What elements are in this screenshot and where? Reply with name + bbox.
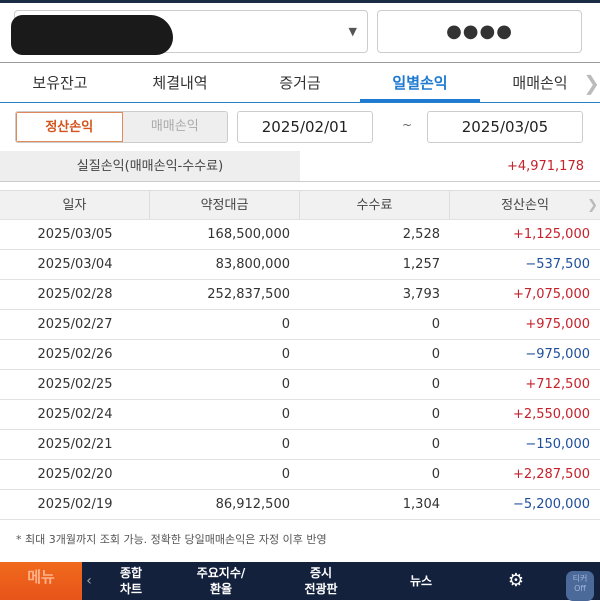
- dropdown-caret-icon: ▼: [348, 25, 357, 38]
- table-row[interactable]: 2025/03/04 83,800,000 1,257 −537,500: [0, 250, 600, 280]
- divider: [0, 62, 600, 63]
- table-row[interactable]: 2025/02/19 86,912,500 1,304 −5,200,000: [0, 490, 600, 520]
- menu-button[interactable]: 메뉴: [0, 562, 82, 600]
- cell-date: 2025/02/25: [37, 377, 113, 392]
- cell-contract-amount: 0: [281, 347, 290, 362]
- cell-contract-amount: 0: [281, 377, 290, 392]
- cell-fee: 0: [431, 347, 440, 362]
- tab-holdings[interactable]: 보유잔고: [32, 74, 88, 92]
- header-contract-amount: 약정대금: [150, 191, 300, 219]
- redacted-account: [11, 15, 173, 55]
- table-row[interactable]: 2025/02/27 0 0 +975,000: [0, 310, 600, 340]
- cell-fee: 2,528: [402, 227, 440, 242]
- footnote: * 최대 3개월까지 조회 가능. 정확한 당일매매손익은 자정 이후 반영: [16, 533, 327, 546]
- date-separator: ~: [402, 118, 413, 132]
- chevron-left-icon[interactable]: ‹: [86, 573, 92, 589]
- header-date: 일자: [0, 191, 150, 219]
- status-bar: [0, 0, 600, 3]
- cell-settlement-pnl: −975,000: [525, 347, 590, 362]
- tab-daily-pnl[interactable]: 일별손익: [360, 63, 480, 102]
- cell-settlement-pnl: +2,287,500: [512, 467, 590, 482]
- date-to-field[interactable]: 2025/03/05: [427, 111, 583, 143]
- tab-bar: 보유잔고 체결내역 증거금 일별손익 매매손익 ❯: [0, 63, 600, 103]
- nav-chart-l2: 차트: [119, 582, 143, 596]
- table-row[interactable]: 2025/02/26 0 0 −975,000: [0, 340, 600, 370]
- ticker-toggle[interactable]: 티커 Off: [566, 571, 594, 601]
- cell-date: 2025/02/19: [37, 497, 113, 512]
- cell-settlement-pnl: −5,200,000: [512, 497, 590, 512]
- header-fee: 수수료: [300, 191, 450, 219]
- cell-date: 2025/02/26: [37, 347, 113, 362]
- nav-indices[interactable]: 주요지수/환율: [166, 565, 276, 597]
- cell-contract-amount: 0: [281, 467, 290, 482]
- chevron-right-icon[interactable]: ❯: [583, 71, 600, 95]
- nav-board-l1: 증시: [309, 566, 333, 580]
- header-settlement-pnl: 정산손익 ❯: [450, 191, 600, 219]
- cell-fee: 0: [431, 467, 440, 482]
- header-settlement-pnl-label: 정산손익: [501, 198, 549, 213]
- nav-indices-l2: 환율: [209, 582, 233, 596]
- date-from-field[interactable]: 2025/02/01: [237, 111, 373, 143]
- cell-settlement-pnl: −150,000: [525, 437, 590, 452]
- cell-fee: 1,304: [402, 497, 440, 512]
- cell-contract-amount: 0: [281, 407, 290, 422]
- cell-contract-amount: 0: [281, 317, 290, 332]
- cell-date: 2025/02/27: [37, 317, 113, 332]
- nav-indices-l1: 주요지수/: [196, 566, 246, 580]
- cell-settlement-pnl: −537,500: [525, 257, 590, 272]
- tab-margin[interactable]: 증거금: [279, 74, 321, 92]
- cell-contract-amount: 0: [281, 437, 290, 452]
- cell-date: 2025/02/21: [37, 437, 113, 452]
- gear-icon[interactable]: ⚙: [507, 570, 525, 591]
- cell-settlement-pnl: +712,500: [525, 377, 590, 392]
- pnl-type-toggle: 정산손익 매매손익: [15, 111, 228, 143]
- nav-chart-l1: 종합: [119, 566, 143, 580]
- cell-fee: 1,257: [402, 257, 440, 272]
- summary-label: 실질손익(매매손익-수수료): [0, 151, 300, 181]
- cell-date: 2025/03/04: [37, 257, 113, 272]
- cell-contract-amount: 252,837,500: [207, 287, 290, 302]
- password-field[interactable]: ●●●●: [377, 10, 582, 53]
- cell-fee: 0: [431, 377, 440, 392]
- cell-settlement-pnl: +7,075,000: [512, 287, 590, 302]
- nav-board-l2: 전광판: [304, 582, 338, 596]
- cell-settlement-pnl: +2,550,000: [512, 407, 590, 422]
- cell-contract-amount: 86,912,500: [215, 497, 290, 512]
- table-row[interactable]: 2025/03/05 168,500,000 2,528 +1,125,000: [0, 220, 600, 250]
- summary-row: 실질손익(매매손익-수수료) +4,971,178: [0, 151, 600, 182]
- tab-executions[interactable]: 체결내역: [152, 74, 208, 92]
- table-row[interactable]: 2025/02/21 0 0 −150,000: [0, 430, 600, 460]
- cell-date: 2025/02/24: [37, 407, 113, 422]
- summary-value: +4,971,178: [506, 159, 584, 174]
- table-row[interactable]: 2025/02/20 0 0 +2,287,500: [0, 460, 600, 490]
- cell-settlement-pnl: +1,125,000: [512, 227, 590, 242]
- chevron-right-icon[interactable]: ❯: [587, 198, 598, 213]
- table-row[interactable]: 2025/02/24 0 0 +2,550,000: [0, 400, 600, 430]
- daily-pnl-table: 일자 약정대금 수수료 정산손익 ❯ 2025/03/05 168,500,000 2…: [0, 190, 600, 520]
- table-row[interactable]: 2025/02/28 252,837,500 3,793 +7,075,000: [0, 280, 600, 310]
- cell-contract-amount: 83,800,000: [215, 257, 290, 272]
- account-select[interactable]: ▼: [11, 10, 368, 55]
- segment-trade-pnl[interactable]: 매매손익: [122, 112, 227, 142]
- cell-fee: 0: [431, 437, 440, 452]
- cell-contract-amount: 168,500,000: [207, 227, 290, 242]
- ticker-state: Off: [574, 584, 586, 593]
- table-row[interactable]: 2025/02/25 0 0 +712,500: [0, 370, 600, 400]
- cell-settlement-pnl: +975,000: [525, 317, 590, 332]
- ticker-label: 티커: [572, 574, 588, 583]
- nav-news[interactable]: 뉴스: [409, 574, 433, 588]
- cell-date: 2025/02/20: [37, 467, 113, 482]
- cell-date: 2025/02/28: [37, 287, 113, 302]
- table-header: 일자 약정대금 수수료 정산손익 ❯: [0, 190, 600, 220]
- cell-fee: 0: [431, 317, 440, 332]
- tab-trade-pnl[interactable]: 매매손익: [512, 74, 568, 92]
- cell-date: 2025/03/05: [37, 227, 113, 242]
- cell-fee: 3,793: [402, 287, 440, 302]
- cell-fee: 0: [431, 407, 440, 422]
- segment-settlement-pnl[interactable]: 정산손익: [16, 112, 123, 142]
